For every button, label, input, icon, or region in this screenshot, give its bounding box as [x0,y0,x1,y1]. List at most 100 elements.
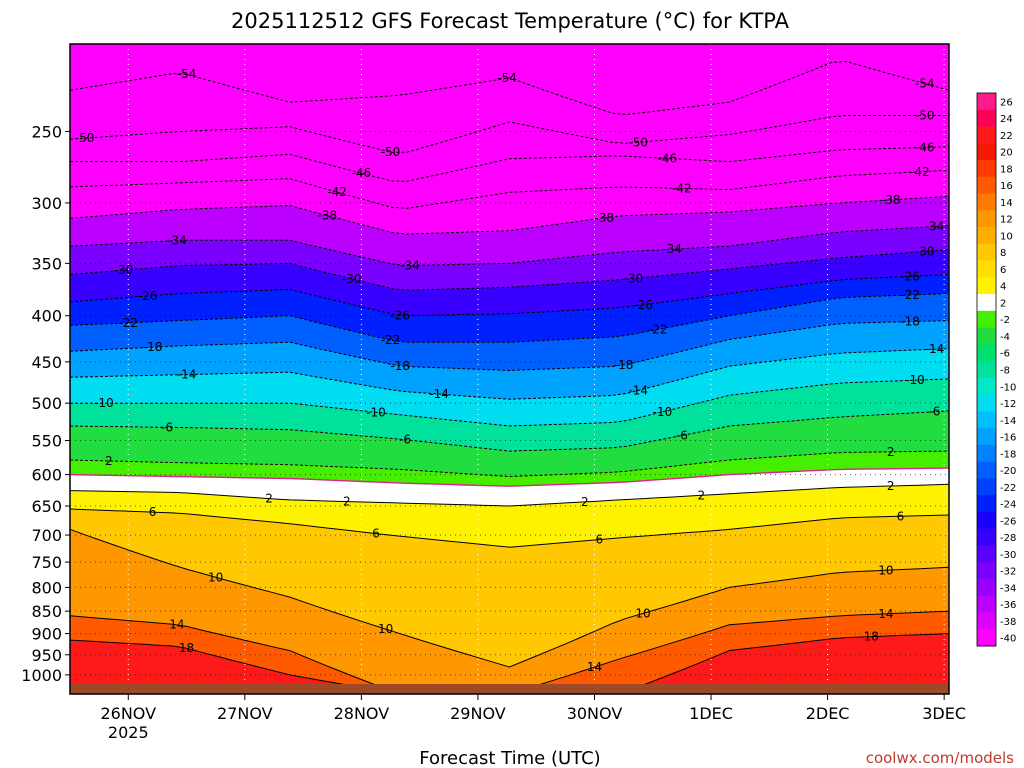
isotherm-label: 10 [635,606,650,620]
field-band-18 [70,633,949,694]
colorbar-label: 20 [1000,148,1013,159]
colorbar-label: -10 [1000,382,1016,393]
isotherm-label: -14 [925,342,945,356]
field-band--26 [70,274,949,343]
isotherm-label: -6 [161,420,173,434]
y-tick-label: 650 [31,497,62,516]
colorbar-swatch [977,377,996,396]
colorbar-swatch [977,612,996,630]
field-band--34 [70,225,949,291]
isotherm-line--10 [70,378,949,427]
colorbar-swatch [977,478,996,496]
plot-frame [69,43,950,695]
colorbar-frame [976,92,997,647]
colorbar-swatch [977,109,996,128]
isotherm-label: -10 [653,405,673,419]
isotherm-label: -22 [118,316,138,330]
colorbar-label: 26 [1000,97,1013,108]
isotherm-label: -6 [399,433,411,447]
isotherm-line--34 [70,225,949,266]
isotherm-line--6 [70,410,949,452]
isotherm-label: -26 [633,298,653,312]
isotherm-line-6 [70,508,949,548]
colorbar-swatch [977,461,996,479]
colorbar-label: 22 [1000,131,1013,142]
isotherm-label: -54 [177,67,197,81]
colorbar-label: 14 [1000,198,1013,209]
colorbar-label: -34 [1000,583,1016,594]
y-tick-label: 750 [31,553,62,572]
isotherm-label: -50 [75,131,95,145]
field-band--42 [70,170,949,235]
colorbar-swatch [977,361,996,379]
isotherm-lines: -54 -54 -54-50-50-50-50-46-46-46-42 -42-42-… [70,60,949,694]
isotherm-line--2 [70,450,949,478]
colorbar-swatch [977,193,996,211]
y-tick-label: 600 [31,466,62,485]
isotherm-label: -6 [928,405,940,419]
x-tick-label: 27NOV [217,704,273,723]
isotherm-label: -50 [915,108,935,122]
isotherm-label: -42 [327,185,347,199]
isotherm-label: -10 [366,405,386,419]
isotherm-line--50 [70,115,949,154]
colorbar-label: -38 [1000,617,1016,628]
isotherm-label: -34 [167,233,187,247]
isotherm-line-10 [70,528,949,668]
isotherm-label: -14 [429,387,449,401]
colorbar-swatch [977,528,996,546]
colorbar-swatch [977,260,996,278]
isotherm-label: -46 [915,141,935,155]
isotherm-label: 6 [372,527,380,541]
colorbar-label: -8 [1000,366,1010,377]
y-tick-label: 300 [31,194,62,213]
colorbar-swatch [977,595,996,613]
isotherm-label: -26 [138,289,158,303]
isotherm-label: -10 [94,396,114,410]
y-tick-label: 500 [31,394,62,413]
chart-title: 2025112512 GFS Forecast Temperature (°C)… [231,9,790,33]
y-tick-label: 700 [31,526,62,545]
colorbar-label: -22 [1000,483,1016,494]
isotherm-label: -42 [672,181,692,195]
isotherm-label: -18 [614,358,634,372]
isotherm-label: 6 [149,505,157,519]
colorbar-label: -26 [1000,516,1016,527]
colorbar-label: -24 [1000,500,1016,511]
isotherm-line--18 [70,320,949,372]
x-tick-label: 28NOV [334,704,390,723]
isotherm-label: -14 [177,368,197,382]
field-band--2 [70,451,949,487]
colorbar-label: -6 [1000,349,1010,360]
isotherm-label: -38 [318,209,338,223]
isotherm-label: 2 [265,492,273,506]
colorbar-label: -2 [1000,315,1010,326]
y-tick-label: 850 [31,602,62,621]
field-band--30 [70,249,949,316]
colorbar-label: -4 [1000,332,1010,343]
isotherm-line--42 [70,169,949,209]
isotherm-line--38 [70,195,949,235]
colorbar-swatch [977,93,996,111]
isotherm-label: 18 [179,641,194,655]
y-tick-label: 950 [31,646,62,665]
colorbar-label: -18 [1000,449,1016,460]
isotherm-label: -30 [624,271,644,285]
field-band--38 [70,196,949,266]
isotherm-label: -30 [342,272,362,286]
isotherm-label: -54 [497,71,517,85]
temperature-field [70,44,949,694]
colorbar-swatch [977,210,996,228]
colorbar-swatch [977,294,996,312]
isotherm-label: -6 [676,428,688,442]
isotherm-label: 10 [878,563,893,577]
colorbar-swatch [977,176,996,195]
isotherm-line--26 [70,273,949,317]
isotherm-label: -18 [390,359,410,373]
isotherm-label: 2 [581,495,589,509]
colorbar-label: 24 [1000,114,1013,125]
colorbar-swatch [977,243,996,262]
colorbar-swatch [977,411,996,429]
field-band--54 [70,61,949,153]
